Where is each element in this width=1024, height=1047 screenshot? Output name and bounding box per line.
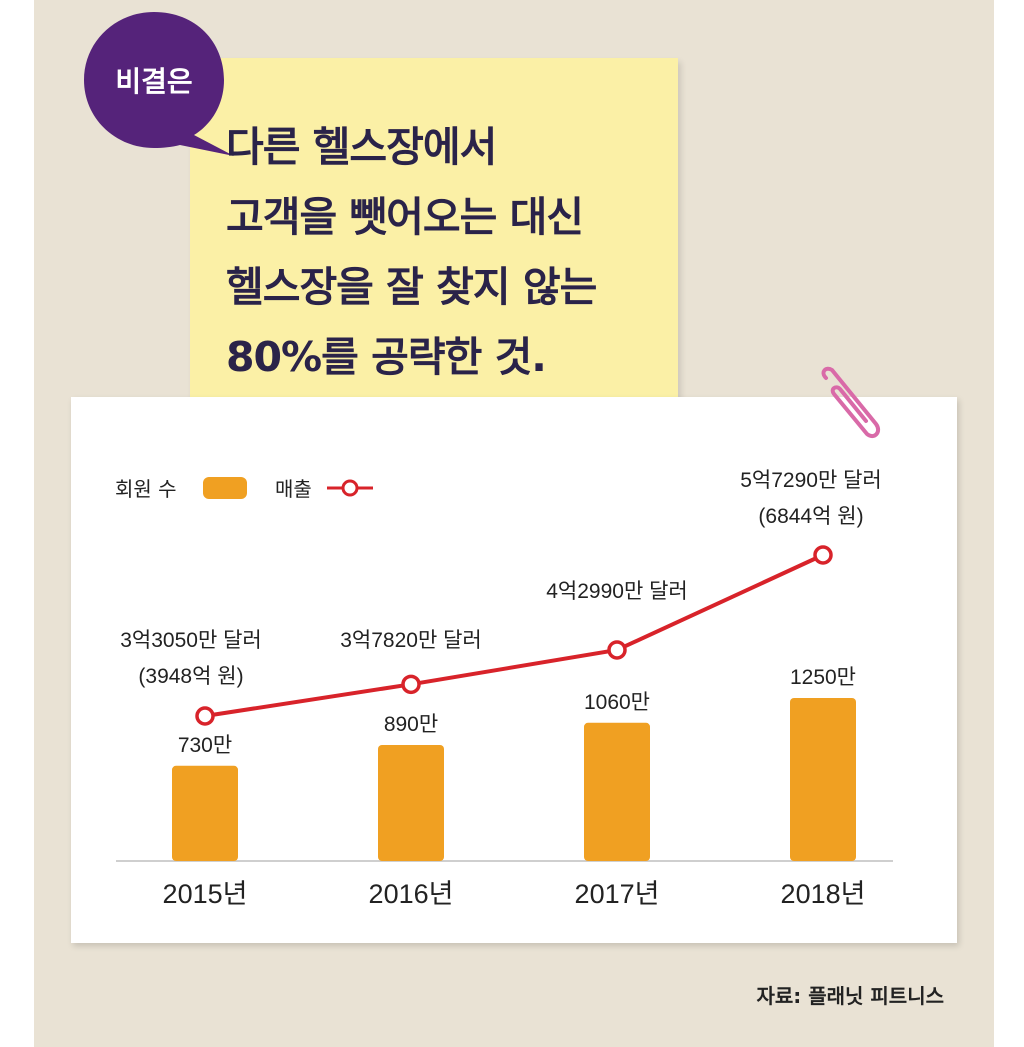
chart-card: 회원 수 매출 730만 890만 1060만 1250만 2015년 2016년 2017년 2… xyxy=(71,397,957,943)
x-tick-label: 2016년 xyxy=(369,879,454,909)
revenue-value-label: 4억2990만 달러 xyxy=(546,580,688,603)
headline-line: 헬스장을 잘 찾지 않는 xyxy=(226,263,597,311)
revenue-line xyxy=(204,553,824,718)
source-note: 자료: 플래닛 피트니스 xyxy=(756,984,944,1008)
speech-badge: 비결은 xyxy=(84,8,254,188)
badge-label: 비결은 xyxy=(115,65,193,98)
revenue-value-label: (6844억 원) xyxy=(758,505,863,528)
revenue-value-label: 5억7290만 달러 xyxy=(740,469,882,492)
bar-members xyxy=(378,744,444,861)
revenue-point xyxy=(813,545,833,565)
chart: 회원 수 매출 730만 890만 1060만 1250만 2015년 2016년 2017년 2… xyxy=(115,469,893,909)
revenue-point xyxy=(401,674,421,695)
bar-value-label: 1060만 xyxy=(584,691,650,714)
bar-value-label: 730만 xyxy=(178,734,232,757)
revenue-point xyxy=(195,706,215,726)
paperclip-icon xyxy=(821,366,881,439)
headline-text: 다른 헬스장에서 고객을 뺏어오는 대신 헬스장을 잘 찾지 않는 80%를 공… xyxy=(226,112,666,392)
revenue-value-label: 3억7820만 달러 xyxy=(340,629,482,652)
revenue-point xyxy=(607,640,627,660)
bar-members xyxy=(172,765,238,861)
x-tick-label: 2018년 xyxy=(781,879,866,909)
sticky-note xyxy=(190,58,678,410)
x-tick-label: 2015년 xyxy=(163,879,248,909)
bar-value-label: 890만 xyxy=(384,713,438,736)
speech-bubble-shape xyxy=(84,12,234,156)
x-tick-label: 2017년 xyxy=(575,879,660,909)
bar-members xyxy=(790,698,856,861)
bar-value-label: 1250만 xyxy=(790,666,856,689)
headline-line: 80%를 공략한 것. xyxy=(226,333,547,381)
legend-revenue-marker xyxy=(341,479,359,497)
revenue-value-label: (3948억 원) xyxy=(138,665,243,688)
headline-line: 고객을 뺏어오는 대신 xyxy=(226,193,584,241)
headline-line: 다른 헬스장에서 xyxy=(226,123,497,171)
bar-members xyxy=(584,722,650,861)
revenue-value-label: 3억3050만 달러 xyxy=(120,629,262,652)
legend-members-swatch xyxy=(203,477,247,499)
legend-revenue-label: 매출 xyxy=(275,477,312,501)
legend-members-label: 회원 수 xyxy=(115,477,177,501)
